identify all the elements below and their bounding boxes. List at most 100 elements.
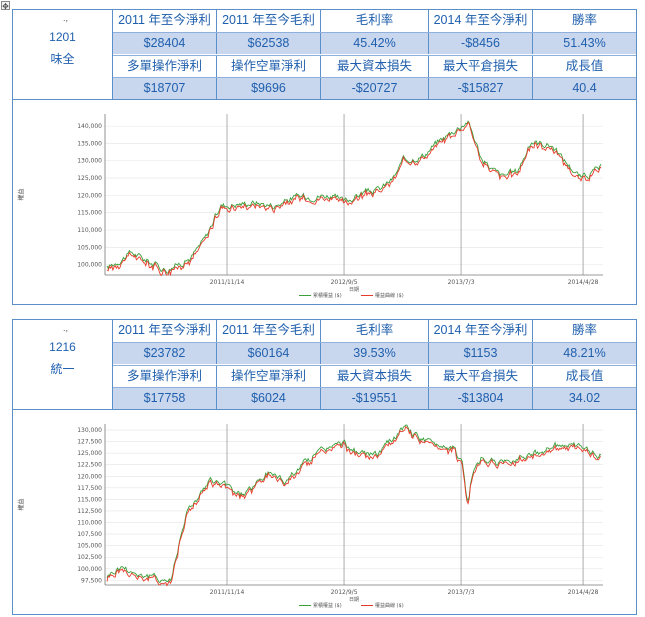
value-cell: -$15827: [429, 78, 533, 99]
y-tick-label: 120,000: [77, 192, 102, 199]
stats-table: ., 1201 味全 2011 年至今淨利 2011 年至今毛利 毛利率 201…: [12, 9, 637, 100]
header-cell: 2014 年至今淨利: [429, 320, 533, 342]
value-cell: $6024: [217, 388, 321, 409]
y-tick-label: 100,000: [77, 262, 102, 269]
y-tick-label: 115,000: [77, 496, 102, 503]
value-cell: $18707: [113, 78, 217, 99]
y-tick-label: 100,000: [77, 566, 102, 573]
value-cell: 34.02: [568, 391, 601, 405]
y-tick-label: 125,000: [77, 450, 102, 457]
value-cell: -$13804: [429, 388, 533, 409]
value-row: $17758 $6024 -$19551 -$13804 34.02: [113, 387, 636, 409]
header-cell: 2011 年至今淨利: [113, 320, 217, 342]
value-cell: 48.21%: [563, 346, 606, 360]
x-tick-label: 2011/11/14: [210, 589, 245, 596]
y-tick-label: 115,000: [77, 210, 102, 217]
value-cell: 45.42%: [321, 33, 429, 54]
x-tick-label: 2014/4/28: [568, 279, 599, 286]
value-cell: $60164: [217, 343, 321, 364]
y-tick-label: 135,000: [77, 140, 102, 147]
y-tick-label: 127,500: [77, 439, 102, 446]
value-row: $18707 $9696 -$20727 -$15827 40.4: [113, 77, 636, 99]
header-row: 多單操作淨利 操作空單淨利 最大資本損失 最大平倉損失 成長值: [113, 365, 636, 387]
value-cell: 40.4: [572, 81, 597, 95]
equity-chart: 130,000 127,500 125,000 122,500 120,000 117,5…: [12, 410, 637, 615]
value-cell: 51.43%: [563, 36, 606, 50]
series-line-equity: [106, 425, 602, 587]
header-row: 2011 年至今淨利 2011 年至今毛利 毛利率 2014 年至今淨利 勝率: [113, 320, 636, 342]
y-tick-label: 105,000: [77, 543, 102, 550]
header-cell: 多單操作淨利: [113, 56, 217, 77]
header-cell: 勝率: [571, 13, 597, 27]
value-cell: -$19551: [321, 388, 429, 409]
y-tick-label: 140,000: [77, 123, 102, 130]
header-cell: 最大平倉損失: [429, 366, 533, 387]
y-tick-label: 110,000: [77, 227, 102, 234]
value-cell: $9696: [217, 78, 321, 99]
series-line-cumulative: [106, 120, 602, 274]
header-cell: 最大資本損失: [321, 56, 429, 77]
header-cell: 2011 年至今毛利: [217, 320, 321, 342]
x-tick-label: 2012/9/5: [331, 279, 358, 286]
x-tick-label: 2014/4/28: [568, 589, 599, 596]
x-axis-label: 日期: [349, 287, 359, 293]
y-tick-label: 107,500: [77, 531, 102, 538]
value-row: $28404 $62538 45.42% -$8456 51.43%: [113, 32, 636, 54]
header-cell: 操作空單淨利: [217, 366, 321, 387]
value-cell: $17758: [113, 388, 217, 409]
equity-chart-svg: 140,000 135,000 130,000 125,000 120,000 115,0…: [17, 114, 603, 299]
header-cell: 多單操作淨利: [113, 366, 217, 387]
header-cell: 2011 年至今毛利: [217, 10, 321, 32]
y-tick-label: 130,000: [77, 427, 102, 434]
legend-label: 累積權益 ($): [313, 292, 342, 299]
stock-name: 味全: [50, 52, 75, 66]
value-row: $23782 $60164 39.53% $1153 48.21%: [113, 342, 636, 364]
stock-id-cell: ., 1201 味全: [13, 10, 113, 99]
header-cell: 成長值: [565, 369, 604, 383]
header-row: 多單操作淨利 操作空單淨利 最大資本損失 最大平倉損失 成長值: [113, 55, 636, 77]
header-cell: 毛利率: [321, 10, 429, 32]
y-tick-label: 125,000: [77, 175, 102, 182]
header-cell: 勝率: [571, 323, 597, 337]
stock-id-cell: ., 1216 統一: [13, 320, 113, 409]
stock-name: 統一: [50, 362, 75, 376]
x-tick-label: 2012/9/5: [331, 589, 358, 596]
header-cell: 毛利率: [321, 320, 429, 342]
table-move-handle-icon[interactable]: ✥: [1, 1, 10, 11]
value-cell: $62538: [217, 33, 321, 54]
y-tick-label: 112,500: [77, 508, 102, 515]
x-tick-label: 2013/7/3: [448, 589, 475, 596]
legend-label: 權益曲線 ($): [375, 602, 404, 609]
header-cell: 2011 年至今淨利: [113, 10, 217, 32]
y-tick-label: 117,500: [77, 485, 102, 492]
y-tick-label: 122,500: [77, 462, 102, 469]
y-tick-label: 97,500: [81, 577, 102, 584]
header-cell: 最大資本損失: [321, 366, 429, 387]
y-axis-label: 權益: [17, 498, 25, 510]
y-tick-label: 120,000: [77, 473, 102, 480]
y-axis-label: 權益: [17, 188, 25, 200]
x-tick-label: 2013/7/3: [448, 279, 475, 286]
y-tick-label: 105,000: [77, 244, 102, 251]
x-tick-label: 2011/11/14: [210, 279, 245, 286]
value-cell: $28404: [113, 33, 217, 54]
value-cell: -$8456: [429, 33, 533, 54]
value-cell: 39.53%: [321, 343, 429, 364]
legend-label: 權益曲線 ($): [375, 292, 404, 299]
value-cell: -$20727: [321, 78, 429, 99]
y-tick-label: 102,500: [77, 554, 102, 561]
value-cell: $23782: [113, 343, 217, 364]
legend-label: 累積權益 ($): [313, 602, 342, 609]
header-cell: 成長值: [565, 59, 604, 73]
series-line-equity: [106, 121, 602, 277]
header-cell: 操作空單淨利: [217, 56, 321, 77]
value-cell: $1153: [429, 343, 533, 364]
header-row: 2011 年至今淨利 2011 年至今毛利 毛利率 2014 年至今淨利 勝率: [113, 10, 636, 32]
x-axis-label: 日期: [349, 597, 359, 603]
header-cell: 最大平倉損失: [429, 56, 533, 77]
series-line-cumulative: [106, 424, 602, 584]
equity-chart-svg: 130,000 127,500 125,000 122,500 120,000 117,5…: [17, 424, 603, 609]
header-cell: 2014 年至今淨利: [429, 10, 533, 32]
equity-chart: 140,000 135,000 130,000 125,000 120,000 115,0…: [12, 100, 637, 305]
stats-table: ., 1216 統一 2011 年至今淨利 2011 年至今毛利 毛利率 201…: [12, 319, 637, 410]
